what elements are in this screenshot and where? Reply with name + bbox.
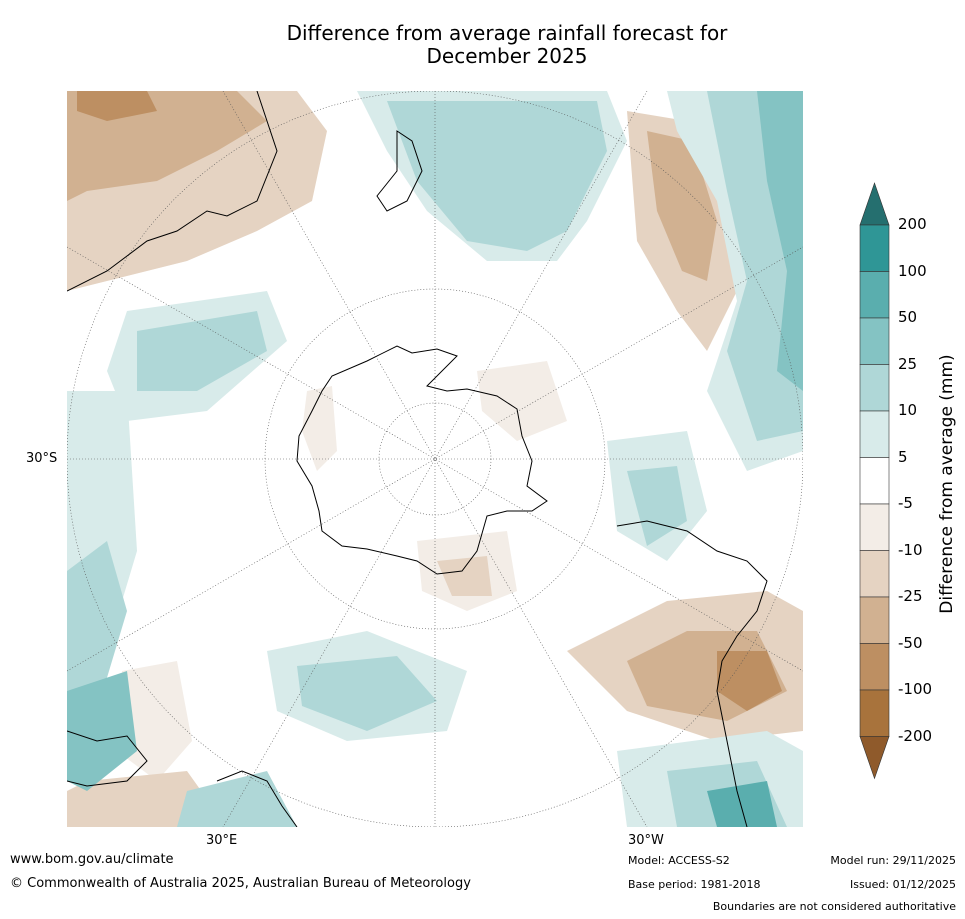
- rainfall-anomaly-map: [67, 91, 803, 827]
- colorbar-segment: [859, 410, 890, 458]
- coastlines: [67, 91, 768, 827]
- south-america-coastline: [616, 520, 768, 827]
- map-title: Difference from average rainfall forecas…: [67, 22, 947, 68]
- title-line-1: Difference from average rainfall forecas…: [286, 21, 728, 45]
- base-period: Base period: 1981-2018: [628, 878, 761, 891]
- colorbar-segment: [859, 596, 890, 644]
- colorbar-segment: [859, 643, 890, 691]
- legend-tick-label: 200: [898, 215, 927, 233]
- lon-label-30e: 30°E: [206, 833, 238, 848]
- legend-colorbar: [859, 182, 890, 780]
- legend-tick-label: -200: [898, 726, 933, 745]
- southern-africa-coastline: [67, 730, 148, 787]
- title-line-2: December 2025: [426, 44, 588, 68]
- boundaries-disclaimer: Boundaries are not considered authoritat…: [712, 900, 956, 913]
- dry-anomaly-regions: [67, 91, 803, 827]
- legend-title: Difference from average (mm): [937, 354, 957, 614]
- colorbar-segment: [859, 457, 890, 505]
- madagascar-coastline: [216, 770, 298, 827]
- colorbar-segment: [859, 550, 890, 598]
- legend-tick-label: 10: [898, 401, 918, 419]
- australia-coastline: [67, 91, 278, 292]
- model-name: Model: ACCESS-S2: [628, 854, 730, 867]
- colorbar-extend-bottom: [859, 736, 890, 780]
- lat-label-30s: 30°S: [26, 451, 58, 466]
- graticule: [67, 91, 803, 827]
- colorbar-segment: [859, 364, 890, 412]
- legend-tick-label: -5: [898, 494, 913, 512]
- legend-tick-label: -10: [898, 540, 923, 559]
- issued-date: Issued: 01/12/2025: [849, 878, 956, 891]
- colorbar-segment: [859, 271, 890, 319]
- colorbar-segment: [859, 503, 890, 551]
- model-run-date: Model run: 29/11/2025: [830, 854, 956, 867]
- website-link[interactable]: www.bom.gov.au/climate: [10, 852, 174, 867]
- lon-label-30w: 30°W: [628, 833, 664, 848]
- colorbar-extend-top: [859, 182, 890, 226]
- legend-tick-label: 50: [898, 308, 918, 326]
- colorbar-segment: [859, 689, 890, 737]
- legend-tick-label: -50: [898, 633, 923, 652]
- legend-tick-label: 5: [898, 447, 908, 466]
- new-zealand-coastline: [376, 130, 423, 212]
- colorbar-segment: [859, 317, 890, 365]
- legend-tick-label: -100: [898, 680, 933, 698]
- copyright-notice: © Commonwealth of Australia 2025, Austra…: [10, 876, 471, 891]
- legend-tick-label: 25: [898, 354, 918, 373]
- antarctica-coastline: [296, 345, 548, 575]
- legend-tick-label: -25: [898, 587, 923, 605]
- wet-anomaly-regions: [67, 91, 803, 827]
- colorbar-segment: [859, 224, 890, 272]
- legend-tick-label: 100: [898, 261, 927, 280]
